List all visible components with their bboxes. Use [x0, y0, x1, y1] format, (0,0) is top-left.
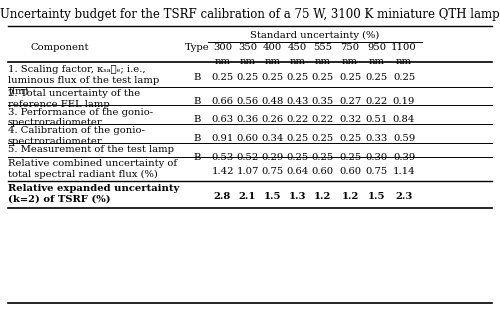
Text: 0.25: 0.25	[312, 153, 334, 162]
Text: Relative combined uncertainty of
total spectral radiant flux (%): Relative combined uncertainty of total s…	[8, 159, 177, 179]
Text: 0.48: 0.48	[262, 97, 283, 106]
Text: 0.32: 0.32	[339, 115, 361, 124]
Text: 0.25: 0.25	[339, 134, 361, 143]
Text: 0.60: 0.60	[339, 167, 361, 176]
Text: 0.39: 0.39	[393, 153, 415, 162]
Text: B: B	[194, 73, 201, 82]
Text: 0.53: 0.53	[212, 153, 234, 162]
Text: 1.14: 1.14	[392, 167, 415, 176]
Text: nm: nm	[264, 57, 280, 66]
Text: 0.75: 0.75	[366, 167, 388, 176]
Text: nm: nm	[368, 57, 384, 66]
Text: 0.64: 0.64	[286, 167, 308, 176]
Text: Component: Component	[31, 43, 89, 52]
Text: 2. Total uncertainty of the
reference FEL lamp: 2. Total uncertainty of the reference FE…	[8, 89, 140, 109]
Text: 0.29: 0.29	[262, 153, 283, 162]
Text: Standard uncertainty (%): Standard uncertainty (%)	[250, 31, 379, 40]
Text: 0.19: 0.19	[393, 97, 415, 106]
Text: 0.43: 0.43	[286, 97, 308, 106]
Text: 350: 350	[238, 43, 257, 52]
Text: 0.25: 0.25	[339, 153, 361, 162]
Text: 2.3: 2.3	[396, 192, 412, 201]
Text: 0.25: 0.25	[286, 153, 308, 162]
Text: nm: nm	[396, 57, 412, 66]
Text: 950: 950	[367, 43, 386, 52]
Text: 400: 400	[263, 43, 282, 52]
Text: B: B	[194, 115, 201, 124]
Text: 1100: 1100	[391, 43, 417, 52]
Text: 300: 300	[213, 43, 232, 52]
Text: B: B	[194, 97, 201, 106]
Text: 0.59: 0.59	[393, 134, 415, 143]
Text: 0.22: 0.22	[312, 115, 334, 124]
Text: 0.60: 0.60	[312, 167, 334, 176]
Text: 0.25: 0.25	[236, 73, 258, 82]
Text: 1.5: 1.5	[264, 192, 281, 201]
Text: Type: Type	[185, 43, 210, 52]
Text: nm: nm	[290, 57, 306, 66]
Text: 0.27: 0.27	[339, 97, 361, 106]
Text: 1.2: 1.2	[314, 192, 331, 201]
Text: 2.1: 2.1	[239, 192, 256, 201]
Text: 0.25: 0.25	[286, 134, 308, 143]
Text: 0.51: 0.51	[366, 115, 388, 124]
Text: 0.91: 0.91	[212, 134, 234, 143]
Text: 0.25: 0.25	[262, 73, 283, 82]
Text: 0.33: 0.33	[366, 134, 388, 143]
Text: B: B	[194, 134, 201, 143]
Text: 5. Measurement of the test lamp: 5. Measurement of the test lamp	[8, 145, 174, 154]
Text: 0.25: 0.25	[339, 73, 361, 82]
Text: 3. Performance of the gonio-
spectroradiometer: 3. Performance of the gonio- spectroradi…	[8, 108, 153, 127]
Text: 0.63: 0.63	[212, 115, 234, 124]
Text: 0.22: 0.22	[366, 97, 388, 106]
Text: 0.75: 0.75	[262, 167, 283, 176]
Text: 0.25: 0.25	[366, 73, 388, 82]
Text: nm: nm	[314, 57, 330, 66]
Text: Uncertainty budget for the TSRF calibration of a 75 W, 3100 K miniature QTH lamp: Uncertainty budget for the TSRF calibrat…	[0, 8, 500, 21]
Text: 1.5: 1.5	[368, 192, 385, 201]
Text: 0.25: 0.25	[393, 73, 415, 82]
Text: 0.25: 0.25	[286, 73, 308, 82]
Text: nm: nm	[214, 57, 230, 66]
Text: 450: 450	[288, 43, 307, 52]
Text: 0.26: 0.26	[262, 115, 283, 124]
Text: 1.3: 1.3	[289, 192, 306, 201]
Text: 0.56: 0.56	[236, 97, 258, 106]
Text: Relative expanded uncertainty
(k=2) of TSRF (%): Relative expanded uncertainty (k=2) of T…	[8, 184, 179, 204]
Text: 1.2: 1.2	[342, 192, 358, 201]
Text: 0.34: 0.34	[262, 134, 283, 143]
Text: 0.66: 0.66	[212, 97, 234, 106]
Text: 1. Scaling factor, κₛₐℓₑ; i.e.,
luminous flux of the test lamp
(lm): 1. Scaling factor, κₛₐℓₑ; i.e., luminous…	[8, 65, 159, 95]
Text: 1.07: 1.07	[236, 167, 258, 176]
Text: 0.52: 0.52	[236, 153, 258, 162]
Text: 555: 555	[313, 43, 332, 52]
Text: 2.8: 2.8	[214, 192, 231, 201]
Text: 750: 750	[340, 43, 359, 52]
Text: 0.35: 0.35	[312, 97, 334, 106]
Text: 1.42: 1.42	[211, 167, 234, 176]
Text: 4. Calibration of the gonio-
spectroradiometer: 4. Calibration of the gonio- spectroradi…	[8, 126, 145, 146]
Text: 0.84: 0.84	[393, 115, 415, 124]
Text: 0.22: 0.22	[286, 115, 308, 124]
Text: nm: nm	[342, 57, 358, 66]
Text: 0.36: 0.36	[236, 115, 258, 124]
Text: B: B	[194, 153, 201, 162]
Text: 0.30: 0.30	[366, 153, 388, 162]
Text: 0.25: 0.25	[212, 73, 234, 82]
Text: 0.25: 0.25	[312, 134, 334, 143]
Text: nm: nm	[240, 57, 256, 66]
Text: 0.60: 0.60	[236, 134, 258, 143]
Text: 0.25: 0.25	[312, 73, 334, 82]
